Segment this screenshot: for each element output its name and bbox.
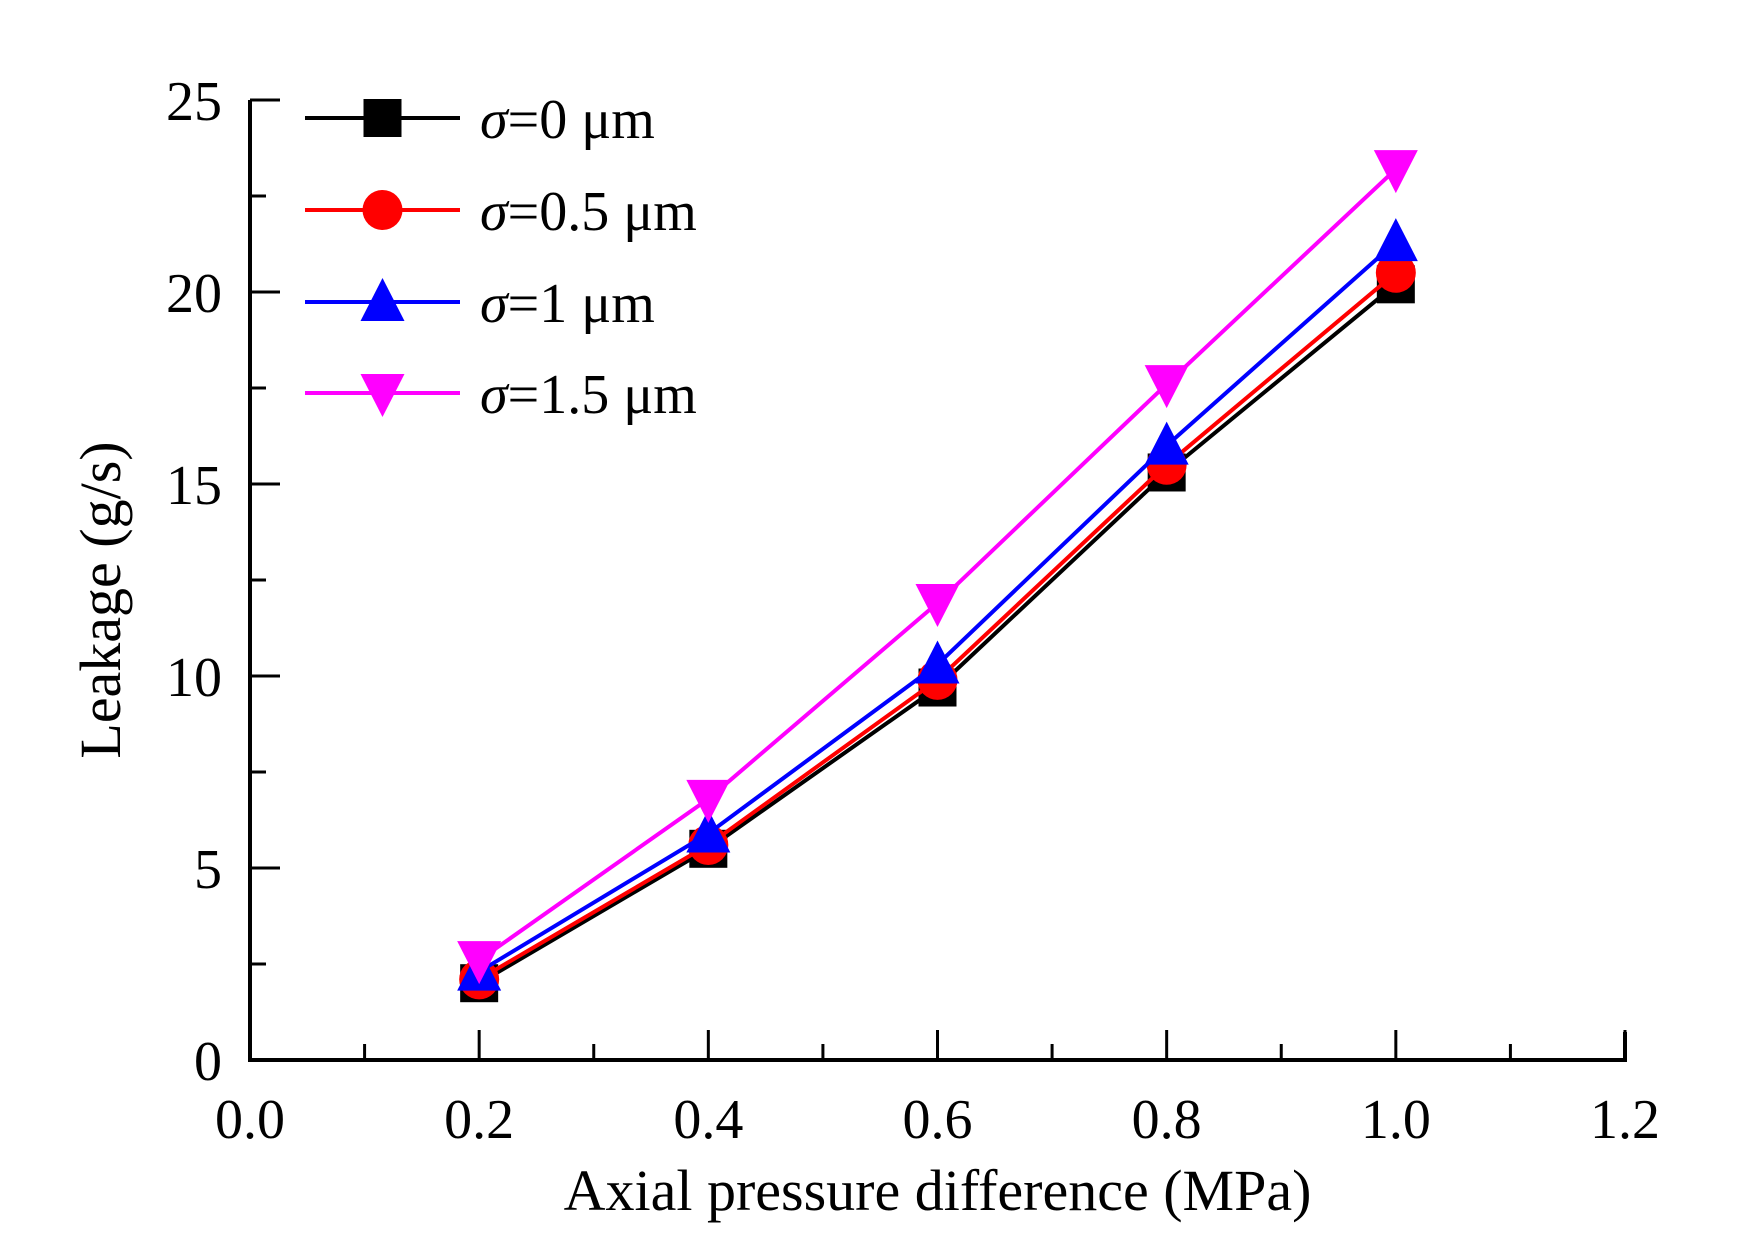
x-axis-ticks: 0.0 0.2 0.4 0.6 0.8 1.0 1.2 [215, 1030, 1660, 1151]
legend-label: σ=1 μm [480, 273, 655, 335]
legend-item: σ=0 μm [305, 89, 655, 151]
data-point-marker [1144, 365, 1189, 409]
legend-item: σ=1 μm [305, 273, 655, 335]
y-tick-label: 25 [166, 71, 222, 133]
legend-sigma-symbol: σ [480, 364, 510, 426]
x-tick-label: 0.4 [673, 1089, 743, 1151]
legend: σ=0 μmσ=0.5 μmσ=1 μmσ=1.5 μm [305, 89, 697, 426]
legend-label-text: =1 μm [508, 273, 655, 335]
data-point-marker [1375, 252, 1416, 293]
plot-area: 0.0 0.2 0.4 0.6 0.8 1.0 1.2 0 5 10 15 20 25 [166, 71, 1660, 1151]
legend-swatch-marker [360, 374, 405, 417]
legend-label: σ=0.5 μm [480, 181, 697, 243]
x-axis-title: Axial pressure difference (MPa) [564, 1158, 1312, 1223]
data-point-marker [915, 584, 960, 628]
legend-sigma-symbol: σ [480, 273, 510, 335]
legend-swatch-marker [360, 278, 405, 321]
legend-swatch-marker [363, 99, 402, 137]
x-tick-label: 0.2 [444, 1089, 514, 1151]
x-tick-label: 0.0 [215, 1089, 285, 1151]
data-point-marker [686, 809, 731, 853]
data-point-marker [1373, 150, 1418, 194]
legend-label: σ=0 μm [480, 89, 655, 151]
x-tick-label: 1.0 [1361, 1089, 1431, 1151]
data-point-marker [686, 779, 731, 823]
legend-label: σ=1.5 μm [480, 364, 697, 426]
y-tick-label: 5 [194, 839, 222, 901]
x-tick-label: 0.8 [1132, 1089, 1202, 1151]
legend-sigma-symbol: σ [480, 181, 510, 243]
legend-label-text: =1.5 μm [508, 364, 697, 426]
legend-label-text: =0.5 μm [508, 181, 697, 243]
data-point-marker [457, 941, 502, 985]
y-tick-label: 15 [166, 455, 222, 517]
legend-swatch-marker [362, 190, 403, 230]
series-3 [457, 150, 1418, 985]
legend-label-text: =0 μm [508, 89, 655, 151]
data-point-marker [915, 640, 960, 684]
axes-frame [248, 100, 1627, 1062]
data-point-marker [1144, 421, 1189, 465]
y-tick-label: 20 [166, 263, 222, 325]
y-axis-title: Leakage (g/s) [68, 441, 133, 758]
legend-item: σ=0.5 μm [305, 181, 697, 243]
y-tick-label: 10 [166, 647, 222, 709]
y-tick-label: 0 [194, 1031, 222, 1093]
x-tick-label: 1.2 [1590, 1089, 1660, 1151]
data-point-marker [1373, 218, 1418, 262]
legend-item: σ=1.5 μm [305, 364, 697, 426]
legend-sigma-symbol: σ [480, 89, 510, 151]
series-layer [457, 150, 1418, 1003]
x-tick-label: 0.6 [903, 1089, 973, 1151]
y-axis-ticks: 0 5 10 15 20 25 [166, 71, 280, 1093]
